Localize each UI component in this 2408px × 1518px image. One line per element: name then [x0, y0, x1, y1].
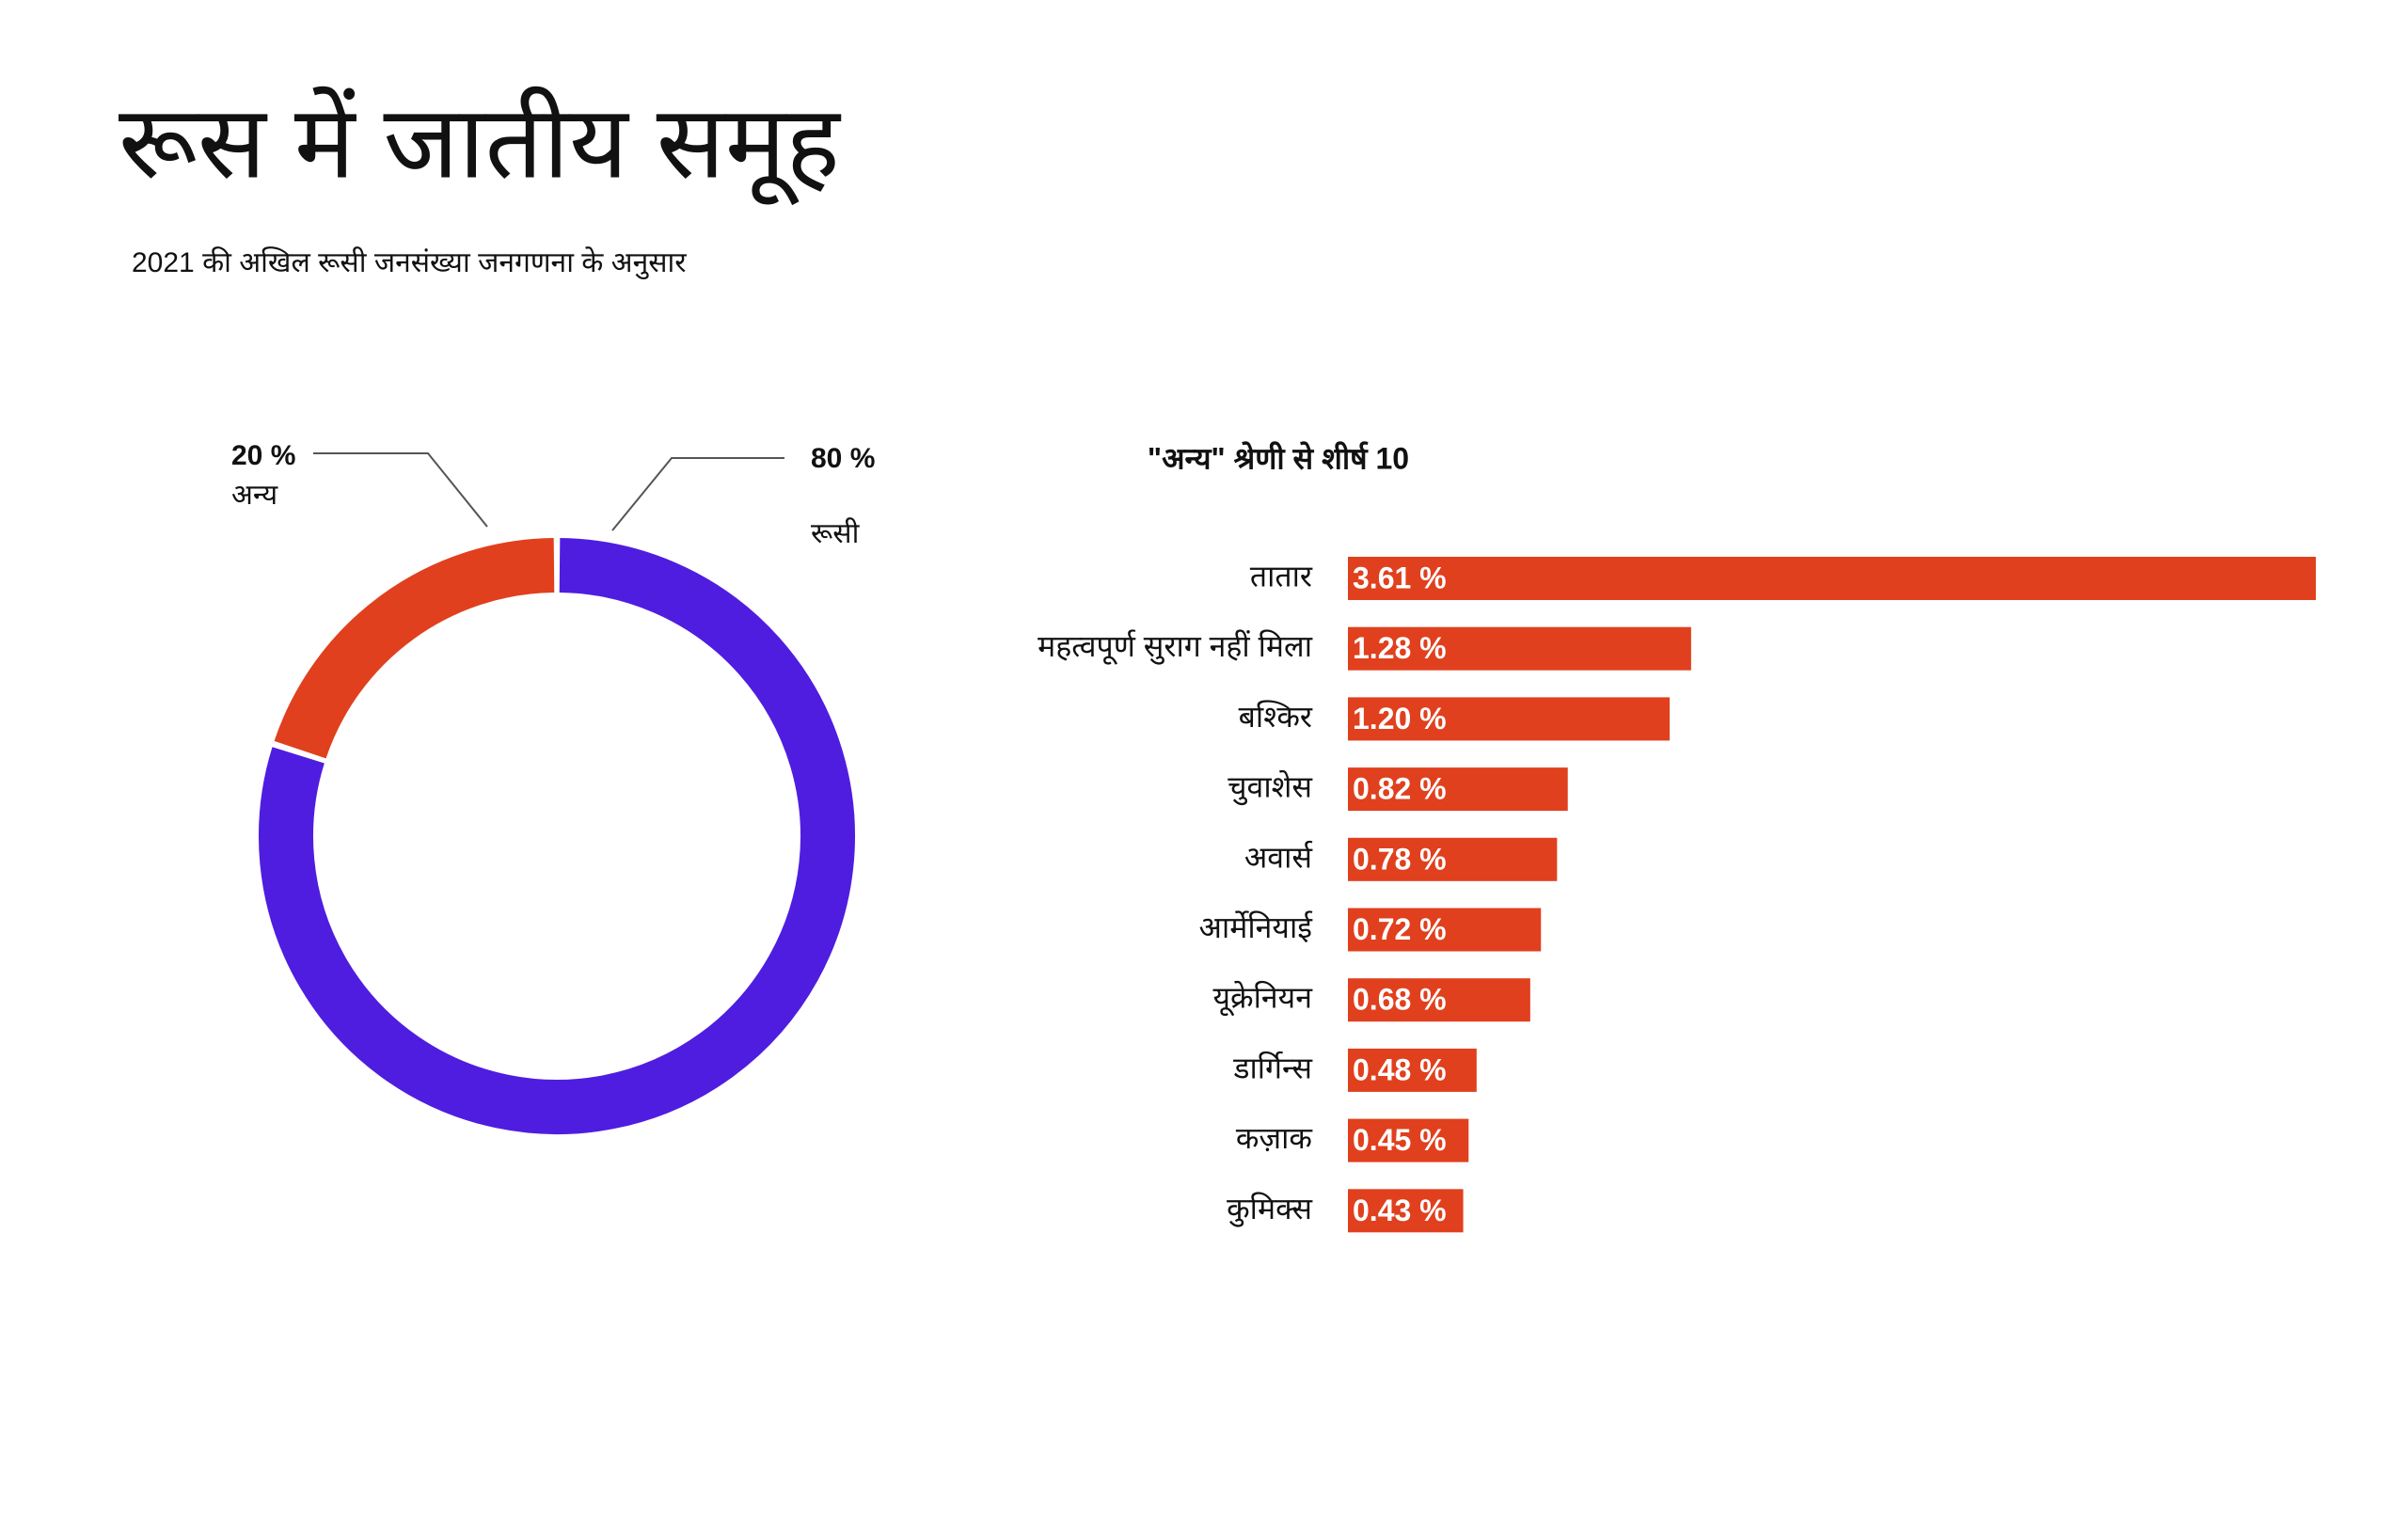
bar-chart-title: "अन्य" श्रेणी से शीर्ष 10	[1148, 440, 1409, 475]
leader-line	[611, 457, 784, 531]
leader-line	[313, 452, 488, 528]
segment-value-label: 80 %	[811, 443, 875, 474]
segment-value-label: 20 %	[231, 440, 295, 471]
bar-value-label: 0.43 %	[1353, 1194, 1447, 1227]
bar	[1348, 557, 2316, 600]
bar-value-label: 0.78 %	[1353, 842, 1447, 876]
category-label: कज़ाक	[1236, 1121, 1314, 1155]
category-label: डार्गिन्स	[1232, 1051, 1313, 1084]
category-label: चुवाशेस	[1228, 770, 1313, 806]
bar-value-label: 1.20 %	[1353, 702, 1447, 735]
bar	[1348, 1118, 1469, 1162]
bar-value-label: 0.72 %	[1353, 912, 1447, 946]
category-label: बश्किर	[1239, 700, 1313, 734]
bar-value-label: 1.28 %	[1353, 631, 1447, 665]
bar	[1348, 626, 1691, 671]
category-label: महत्वपूर्ण सुराग नहीं मिला	[1038, 629, 1313, 665]
bar-value-label: 0.68 %	[1353, 983, 1447, 1017]
category-label: कुमिक्स	[1227, 1192, 1313, 1227]
segment-name: अन्य	[231, 480, 278, 511]
donut-segment	[274, 538, 555, 759]
category-label: आर्मेनियाई	[1199, 910, 1314, 944]
bar	[1348, 908, 1542, 952]
bar-value-label: 3.61 %	[1353, 561, 1447, 594]
bar-value-label: 0.45 %	[1353, 1123, 1447, 1157]
category-label: अवार्स	[1244, 840, 1314, 874]
page-subtitle: 2021 की अखिल रूसी जनसंख्या जनगणना के अनु…	[132, 246, 687, 280]
category-label: यूक्रेनियन	[1212, 981, 1313, 1017]
bar	[1348, 837, 1558, 881]
bar	[1348, 1189, 1464, 1233]
bar-value-label: 0.82 %	[1353, 772, 1447, 806]
bar	[1348, 978, 1530, 1022]
bar	[1348, 697, 1671, 741]
category-label: तातार	[1250, 559, 1313, 593]
bar	[1348, 767, 1568, 812]
segment-name: रूसी	[811, 517, 861, 549]
bar	[1348, 1048, 1477, 1092]
donut-segment	[259, 538, 855, 1134]
bar-value-label: 0.48 %	[1353, 1052, 1447, 1086]
page-title: रूस में जातीय समूह	[119, 86, 841, 206]
